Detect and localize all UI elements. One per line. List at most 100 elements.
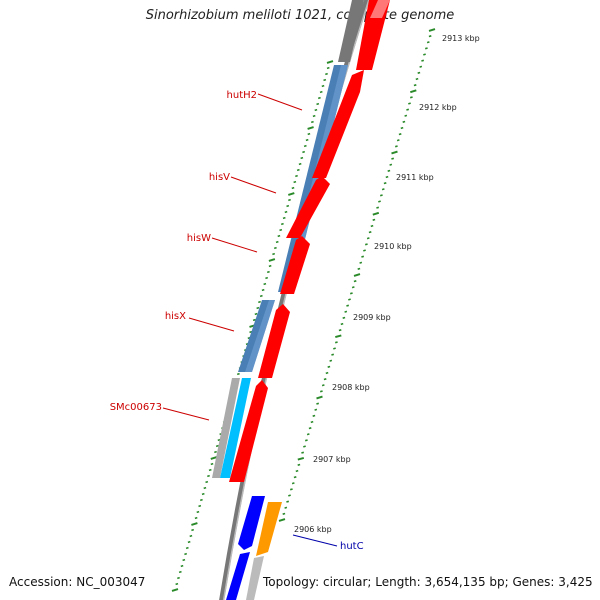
outer-scale-tick [326, 60, 334, 64]
gene-gray-bottom[interactable] [246, 556, 264, 600]
inner-scale-tick [363, 249, 366, 252]
outer-scale-tick [194, 516, 198, 520]
outer-scale-tick [210, 456, 218, 460]
outer-scale-tick [268, 258, 276, 262]
scale-label-2913: 2913 kbp [442, 34, 480, 43]
inner-scale-tick [357, 267, 361, 270]
gene-feature-top-white[interactable] [370, 0, 390, 18]
inner-scale-tick [306, 433, 310, 436]
accession-label: Accession: NC_003047 [9, 575, 146, 589]
inner-scale-tick [391, 150, 398, 155]
outer-scale-tick [314, 108, 318, 112]
gene-SMc00673-pseudo[interactable] [212, 378, 240, 478]
gene-SMc00673[interactable] [220, 378, 251, 478]
gene-label-SMc00673[interactable]: SMc00673 [110, 402, 162, 413]
outer-scale-tick [319, 90, 323, 94]
inner-scale-tick [291, 482, 295, 485]
gene-label-hisX[interactable]: hisX [165, 311, 186, 322]
inner-scale-ticks [278, 28, 436, 522]
inner-scale-tick [408, 102, 411, 105]
gene-orange[interactable] [256, 502, 282, 556]
scale-label-2911: 2911 kbp [396, 173, 434, 182]
outer-scale-tick [187, 540, 191, 544]
inner-scale-tick [335, 334, 342, 339]
inner-scale-tick [348, 298, 351, 301]
inner-scale-tick [381, 188, 385, 191]
inner-scale-tick [419, 65, 423, 68]
inner-scale-tick [421, 59, 425, 62]
outer-scale-tick [286, 204, 290, 208]
inner-scale-tick [364, 243, 368, 246]
outer-scale-tick [189, 534, 193, 538]
gene-hisX-shade[interactable] [245, 300, 275, 372]
gene-hisW[interactable] [280, 236, 310, 294]
inner-scale-tick [379, 194, 383, 197]
outer-scale-tick [305, 138, 309, 142]
outer-scale-tick [191, 528, 195, 532]
inner-scale-tick [413, 84, 417, 87]
leader-hisX [188, 317, 235, 332]
inner-scale-tick [423, 53, 426, 56]
outer-scale-tick [178, 570, 182, 574]
scale-label-2908: 2908 kbp [332, 383, 370, 392]
inner-scale-tick [372, 211, 380, 216]
inner-scale-tick [308, 427, 312, 430]
outer-scale-tick [171, 588, 179, 592]
inner-scale-tick [301, 451, 305, 454]
gene-blue-1[interactable] [238, 496, 265, 550]
inner-scale-tick [278, 518, 286, 522]
leader-hutC [292, 534, 338, 547]
outer-scale-tick [263, 282, 267, 286]
inner-scale-tick [396, 139, 400, 142]
outer-scale-tick [236, 372, 240, 376]
inner-scale-tick [342, 316, 346, 319]
inner-scale-tick [344, 310, 348, 313]
outer-scale-tick [182, 558, 186, 562]
outer-scale-tick [256, 306, 260, 310]
inner-scale-tick [406, 108, 410, 111]
inner-scale-tick [310, 420, 314, 424]
outer-scale-tick [184, 552, 188, 556]
inner-scale-tick [312, 414, 316, 417]
inner-scale-tick [426, 41, 430, 44]
gene-hutH2-reverse[interactable] [312, 70, 364, 178]
outer-scale-tick [298, 162, 302, 166]
inner-scale-tick [361, 255, 365, 258]
gene-label-hisW[interactable]: hisW [187, 233, 211, 244]
inner-scale-tick [329, 359, 333, 362]
scale-label-2912: 2912 kbp [419, 103, 457, 112]
outer-scale-tick [214, 450, 217, 454]
outer-scale-tick [275, 240, 279, 244]
inner-scale-tick [368, 231, 372, 234]
inner-scale-tick [409, 89, 417, 94]
gene-label-hisV[interactable]: hisV [209, 172, 230, 183]
gene-SMc00673-reverse[interactable] [229, 380, 268, 482]
gene-hisV[interactable] [286, 176, 330, 238]
inner-scale-tick [314, 408, 318, 411]
inner-scale-tick [398, 133, 402, 136]
gene-label-hutH2[interactable]: hutH2 [227, 90, 257, 101]
outer-scale-tick [300, 156, 304, 160]
inner-scale-tick [297, 463, 301, 466]
outer-scale-tick [288, 192, 295, 196]
outer-scale-tick [258, 300, 261, 304]
inner-scale-tick [387, 169, 391, 172]
inner-scale-tick [404, 114, 408, 117]
scale-label-2907: 2907 kbp [313, 455, 351, 464]
inner-scale-tick [289, 488, 293, 491]
outer-scale-tick [310, 120, 314, 124]
gene-label-hutC[interactable]: hutC [340, 541, 364, 552]
gene-blue-2[interactable] [226, 552, 250, 600]
inner-scale-tick [376, 206, 380, 209]
gene-hisX-reverse[interactable] [258, 304, 290, 378]
inner-scale-tick [327, 365, 331, 368]
gene-feature-top-gray[interactable] [338, 0, 364, 62]
outer-scale-tick [268, 264, 272, 268]
outer-scale-tick [272, 252, 276, 256]
inner-scale-tick [334, 341, 338, 344]
outer-scale-tick [279, 228, 283, 232]
outer-scale-tick [191, 522, 198, 526]
inner-scale-tick [417, 71, 421, 74]
inner-scale-tick [323, 378, 327, 381]
